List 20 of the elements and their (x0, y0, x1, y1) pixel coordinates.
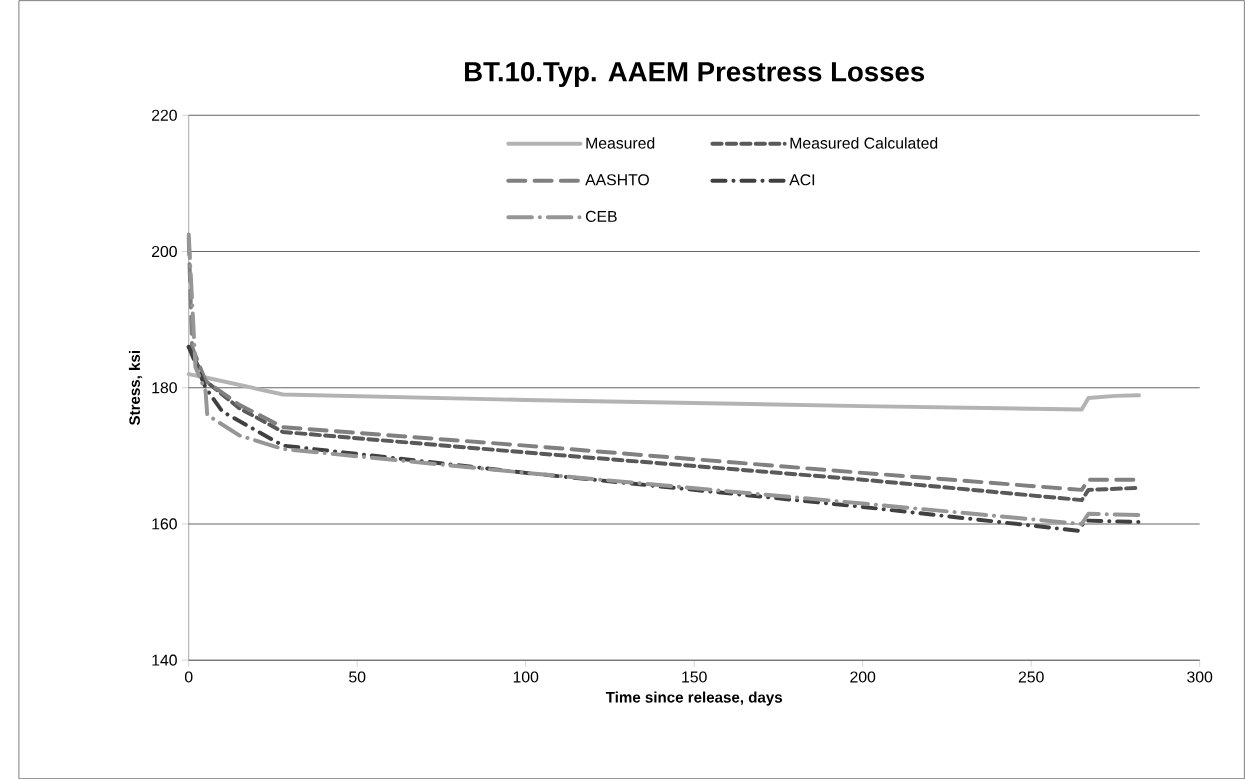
x-tick-label: 100 (513, 671, 539, 683)
chart-title: BT.10.Typ. AAEM Prestress Losses (465, 61, 925, 87)
x-tick-label: 150 (682, 671, 707, 683)
x-tick-label: 200 (850, 671, 876, 683)
y-axis-title: Stress, ksi (128, 350, 143, 425)
x-tick-label: 300 (1187, 671, 1213, 683)
y-tick-label: 140 (152, 654, 177, 666)
y-tick-label: 200 (151, 245, 177, 257)
x-tick-label: 0 (184, 671, 193, 683)
legend-label: ACI (789, 174, 815, 186)
legend-label: Measured Calculated (790, 136, 938, 149)
legend-label: Measured (586, 136, 655, 149)
legend-label: CEB (585, 210, 617, 222)
legend-label: AASHTO (585, 174, 649, 186)
y-tick-label: 220 (151, 109, 177, 121)
x-tick-label: 250 (1018, 671, 1044, 683)
y-tick-label: 180 (152, 381, 177, 394)
x-axis-title: Time since release, days (605, 691, 783, 706)
x-tick-label: 50 (349, 671, 366, 683)
y-tick-label: 160 (152, 518, 177, 530)
